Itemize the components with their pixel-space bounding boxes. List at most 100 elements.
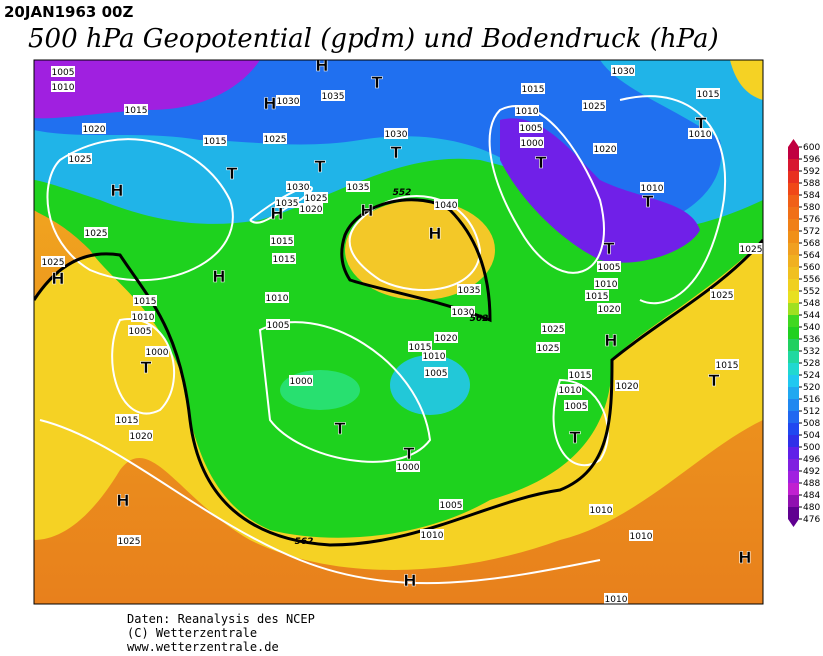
colorbar-label: 592 [803, 167, 820, 177]
isobar-label-box [434, 199, 458, 210]
isobar-label-box [145, 346, 169, 357]
isobar-label: 1005 [267, 321, 290, 331]
colorbar-segment [788, 459, 799, 471]
colorbar-segment [788, 255, 799, 267]
map-frame [33, 59, 764, 605]
isobar-label-box [408, 341, 432, 352]
colorbar-label: 480 [803, 503, 820, 513]
isobar-label: 1010 [590, 506, 613, 516]
isobar-label: 1005 [52, 68, 75, 78]
isobar-label: 1020 [83, 125, 106, 135]
pressure-center: H [315, 56, 328, 75]
isobar-label-box [629, 530, 653, 541]
isobar-label: 1015 [116, 416, 139, 426]
isobar-label: 1010 [605, 595, 628, 605]
isobar-label: 1030 [277, 97, 300, 107]
isobar-label: 1015 [409, 343, 432, 353]
isobar-label-box [611, 65, 635, 76]
isobar-label-box [615, 380, 639, 391]
isobar-label: 1030 [287, 183, 310, 193]
colorbar-segment [788, 207, 799, 219]
contour-label: 562 [470, 314, 489, 324]
isobar-label-box [133, 295, 157, 306]
pressure-center: H [110, 181, 123, 200]
pressure-center: T [404, 444, 415, 463]
colorbar-segment [788, 159, 799, 171]
isobar-label-box [84, 227, 108, 238]
isobar-label-box [68, 153, 92, 164]
colorbar-label: 588 [803, 179, 820, 189]
isobar-label: 1035 [458, 286, 481, 296]
pressure-center: H [604, 331, 617, 350]
isobar-label-box [265, 292, 289, 303]
isobar-label: 1010 [689, 130, 712, 140]
colorbar-segment [788, 327, 799, 339]
isobar-label: 1010 [595, 280, 618, 290]
colorbar-label: 488 [803, 479, 820, 489]
isobar-label: 1005 [598, 263, 621, 273]
pressure-center: H [270, 204, 283, 223]
date-label: 20JAN1963 00Z [4, 3, 133, 21]
pressure-center: H [212, 267, 225, 286]
isobars [39, 95, 727, 585]
pressure-center: H [263, 94, 276, 113]
isobar-label: 1020 [616, 382, 639, 392]
colorbar-label: 568 [803, 239, 820, 249]
colorbar-segment [788, 303, 799, 315]
pressure-center: T [227, 164, 238, 183]
isobar-label: 1010 [516, 107, 539, 117]
colorbar-segment [788, 435, 799, 447]
colorbar-label: 584 [803, 191, 820, 201]
isobar-label-box [710, 289, 734, 300]
colorbar-label: 516 [803, 395, 820, 405]
isobar-label-box [715, 359, 739, 370]
isobar-label-box [51, 81, 75, 92]
colorbar-segment [788, 195, 799, 207]
isobar-label: 1025 [583, 102, 606, 112]
colorbar-segment [788, 231, 799, 243]
colorbar-label: 532 [803, 347, 820, 357]
isobar-label-box [688, 128, 712, 139]
isobar-label: 1015 [716, 361, 739, 371]
pressure-center: H [51, 269, 64, 288]
isobar-label-box [640, 182, 664, 193]
pressure-center: T [696, 114, 707, 133]
colorbar-segment [788, 411, 799, 423]
isobar-label: 1030 [452, 308, 475, 318]
isobar-label: 1015 [204, 137, 227, 147]
isobar-label: 1020 [435, 334, 458, 344]
colorbar-segment [788, 147, 799, 159]
colorbar-segment [788, 363, 799, 375]
isobar-label-box [589, 504, 613, 515]
isobar-label-box [434, 332, 458, 343]
isobar-label: 1015 [271, 237, 294, 247]
isobar-label-box [597, 261, 621, 272]
isobar-label-box [304, 192, 328, 203]
isobar-label-box [289, 375, 313, 386]
colorbar-segment [788, 399, 799, 411]
colorbar-label: 484 [803, 491, 820, 501]
pressure-center: T [570, 428, 581, 447]
colorbar-segment [788, 339, 799, 351]
colorbar-label: 528 [803, 359, 820, 369]
isobar-label-box [117, 535, 141, 546]
isobar-label-box [131, 311, 155, 322]
isobar-label-box [384, 128, 408, 139]
isobar-label-box [276, 95, 300, 106]
pressure-center: T [141, 358, 152, 377]
isobar-label-box [593, 143, 617, 154]
colorbar-label: 524 [803, 371, 820, 381]
isobar-label: 1015 [697, 90, 720, 100]
isobar-label: 1025 [42, 258, 65, 268]
isobar-label-box [115, 414, 139, 425]
isobar-label-box [558, 384, 582, 395]
isobar-label-box [422, 350, 446, 361]
colorbar-segment [788, 483, 799, 495]
colorbar-cap-bottom [788, 519, 799, 527]
isobar-label: 1010 [559, 386, 582, 396]
isobar-label-box [585, 290, 609, 301]
isobar-label: 1025 [537, 344, 560, 354]
colorbar-segment [788, 387, 799, 399]
